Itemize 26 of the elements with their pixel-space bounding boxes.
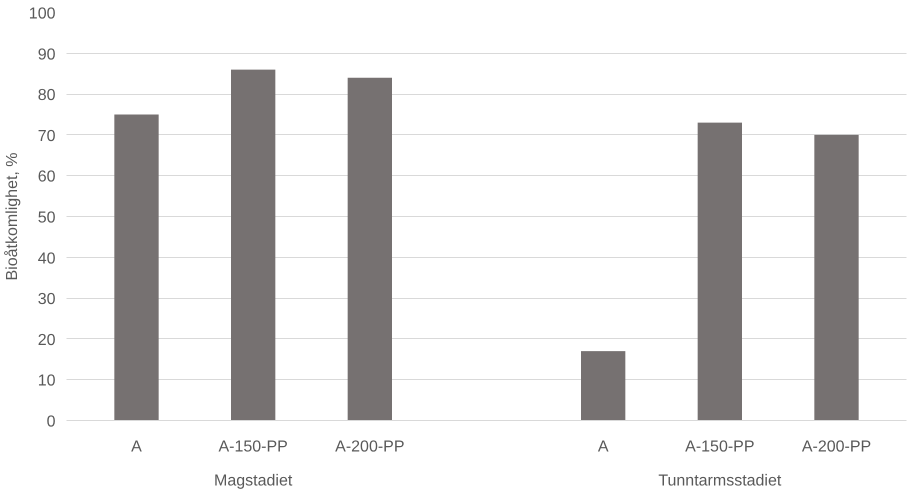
bar [698,122,742,420]
y-tick-label: 100 [28,6,56,22]
y-tick-label: 10 [38,372,56,390]
y-tick-label: 30 [38,291,56,308]
y-tick-label: 70 [38,128,56,145]
x-tick-label: A [598,438,609,456]
x-tick-label: A-150-PP [218,438,288,456]
text: Magstadiet [214,472,293,490]
y-tick-label: 90 [38,46,56,64]
y-axis-title: Bioåtkomlighet, % [4,152,21,281]
y-tick-label: 80 [38,87,56,104]
x-tick-label: A [131,438,142,456]
bar [114,114,159,420]
x-tick-label: A-150-PP [685,438,755,456]
bar [581,351,626,420]
bar [231,70,276,420]
y-tick-label: 60 [38,168,56,186]
x-tick-label: A-200-PP [335,438,405,456]
y-tick-label: 50 [38,210,56,226]
y-tick-label: 0 [46,414,56,430]
y-tick-label: 40 [38,250,56,268]
bar [814,134,859,420]
x-tick-label: A-200-PP [802,438,872,456]
bar [348,78,392,420]
y-tick-label: 20 [38,332,56,349]
text: Tunntarmsstadiet [658,472,782,490]
